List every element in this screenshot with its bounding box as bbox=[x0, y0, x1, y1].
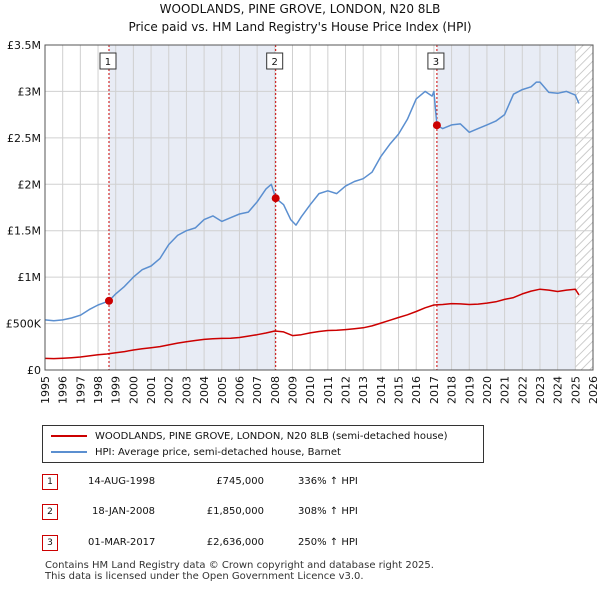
sale-price: £2,636,000 bbox=[206, 537, 264, 548]
table-row: 3 01-MAR-2017 £2,636,000 250% ↑ HPI bbox=[42, 535, 402, 553]
plot-frame bbox=[44, 44, 594, 371]
footer-license: This data is licensed under the Open Gov… bbox=[45, 571, 364, 582]
legend-label-hpi: HPI: Average price, semi-detached house,… bbox=[95, 446, 341, 458]
x-tick-label: 2021 bbox=[499, 376, 512, 404]
ownership-shade bbox=[436, 45, 576, 370]
sale-hpi-change: 336% ↑ HPI bbox=[298, 476, 358, 487]
sale-date: 18-JAN-2008 bbox=[92, 506, 156, 517]
y-tick-label: £2.5M bbox=[7, 132, 41, 145]
sale-price: £745,000 bbox=[216, 476, 264, 487]
legend-label-property: WOODLANDS, PINE GROVE, LONDON, N20 8LB (… bbox=[95, 430, 448, 442]
x-tick-label: 1999 bbox=[110, 376, 123, 404]
x-tick-label: 2019 bbox=[463, 376, 476, 404]
chart-subtitle: Price paid vs. HM Land Registry's House … bbox=[128, 20, 472, 34]
y-tick-label: £2M bbox=[18, 178, 42, 191]
sale-point bbox=[104, 296, 113, 305]
sale-date: 14-AUG-1998 bbox=[88, 476, 156, 487]
sale-marker-label: 1 bbox=[105, 57, 111, 68]
x-tick-label: 2026 bbox=[587, 376, 600, 404]
sale-price: £1,850,000 bbox=[206, 506, 264, 517]
y-tick-label: £1.5M bbox=[7, 225, 41, 238]
x-tick-label: 2003 bbox=[180, 376, 193, 404]
sale-marker-label: 2 bbox=[272, 57, 278, 68]
legend-item-hpi: HPI: Average price, semi-detached house,… bbox=[51, 444, 341, 460]
x-tick-label: 2018 bbox=[446, 376, 459, 404]
x-tick-label: 2002 bbox=[163, 376, 176, 404]
x-tick-label: 2000 bbox=[127, 376, 140, 404]
table-row: 2 18-JAN-2008 £1,850,000 308% ↑ HPI bbox=[42, 504, 402, 522]
x-tick-label: 2011 bbox=[322, 376, 335, 404]
x-tick-label: 2006 bbox=[233, 376, 246, 404]
sale-marker-label: 3 bbox=[433, 57, 439, 68]
x-tick-label: 2023 bbox=[534, 376, 547, 404]
sale-point bbox=[271, 194, 280, 203]
legend-item-property: WOODLANDS, PINE GROVE, LONDON, N20 8LB (… bbox=[51, 428, 448, 444]
x-tick-label: 2022 bbox=[516, 376, 529, 404]
sale-badge: 1 bbox=[42, 474, 58, 490]
ownership-shade bbox=[108, 45, 276, 370]
legend: WOODLANDS, PINE GROVE, LONDON, N20 8LB (… bbox=[42, 425, 484, 463]
x-tick-label: 2005 bbox=[216, 376, 229, 404]
x-tick-label: 2015 bbox=[393, 376, 406, 404]
sale-hpi-change: 308% ↑ HPI bbox=[298, 506, 358, 517]
x-tick-label: 1995 bbox=[39, 376, 52, 404]
future-hatch bbox=[575, 45, 593, 370]
x-tick-label: 2010 bbox=[304, 376, 317, 404]
y-tick-label: £0 bbox=[27, 364, 41, 377]
x-tick-label: 2016 bbox=[410, 376, 423, 404]
x-tick-label: 1997 bbox=[74, 376, 87, 404]
price-chart: £0 £500K £1M £1.5M £2M £2.5M £3M £3.5M 1995 1996 1… bbox=[6, 39, 600, 404]
sale-badge: 2 bbox=[42, 504, 58, 520]
x-tick-label: 2024 bbox=[552, 376, 565, 404]
x-tick-label: 1996 bbox=[57, 376, 70, 404]
x-tick-label: 2017 bbox=[428, 376, 441, 404]
chart-title: WOODLANDS, PINE GROVE, LONDON, N20 8LB bbox=[159, 2, 441, 16]
x-tick-label: 1998 bbox=[92, 376, 105, 404]
legend-swatch-hpi bbox=[51, 451, 87, 453]
x-tick-label: 2020 bbox=[481, 376, 494, 404]
sale-marker-box bbox=[427, 52, 445, 70]
x-tick-label: 2025 bbox=[569, 376, 582, 404]
x-tick-label: 2009 bbox=[286, 376, 299, 404]
table-row: 1 14-AUG-1998 £745,000 336% ↑ HPI bbox=[42, 474, 402, 492]
hpi-line bbox=[44, 81, 580, 322]
y-tick-label: £3.5M bbox=[7, 39, 41, 52]
sale-marker-box bbox=[99, 52, 117, 70]
legend-swatch-property bbox=[51, 435, 87, 437]
x-tick-label: 2014 bbox=[375, 376, 388, 404]
y-tick-label: £1M bbox=[18, 271, 42, 284]
x-tick-label: 2013 bbox=[357, 376, 370, 404]
sale-point bbox=[432, 121, 441, 130]
sale-marker-box bbox=[266, 52, 284, 70]
y-tick-label: £3M bbox=[18, 85, 42, 98]
y-tick-label: £500K bbox=[6, 318, 42, 331]
x-tick-label: 2001 bbox=[145, 376, 158, 404]
sale-date: 01-MAR-2017 bbox=[88, 537, 156, 548]
x-tick-label: 2012 bbox=[340, 376, 353, 404]
x-tick-label: 2004 bbox=[198, 376, 211, 404]
sale-badge: 3 bbox=[42, 535, 58, 551]
footer: Contains HM Land Registry data © Crown c… bbox=[45, 560, 434, 582]
footer-copyright: Contains HM Land Registry data © Crown c… bbox=[45, 560, 434, 571]
property-price-line bbox=[44, 288, 580, 360]
x-tick-label: 2007 bbox=[251, 376, 264, 404]
x-tick-label: 2008 bbox=[269, 376, 282, 404]
sale-hpi-change: 250% ↑ HPI bbox=[298, 537, 358, 548]
